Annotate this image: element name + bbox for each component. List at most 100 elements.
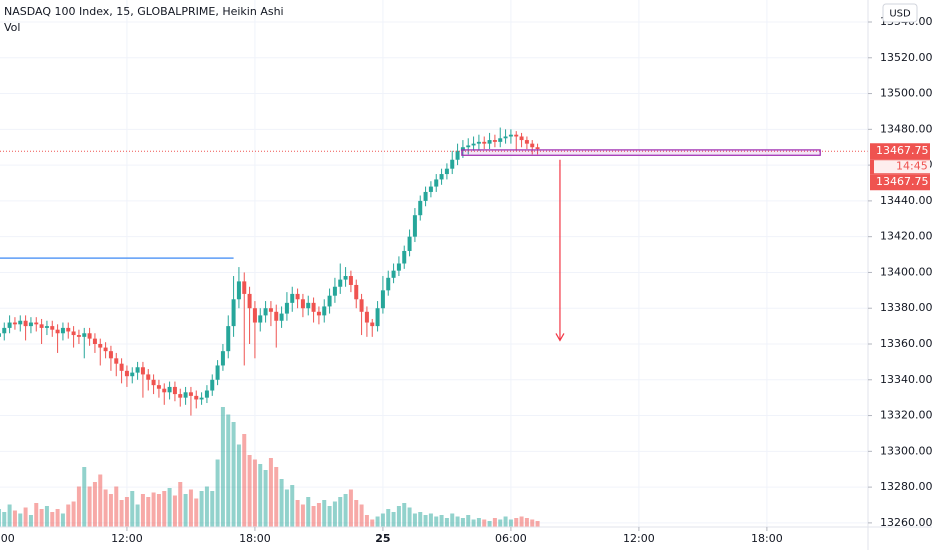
volume-bar <box>2 512 7 527</box>
candle-body <box>364 311 369 323</box>
volume-bar <box>343 494 348 527</box>
volume-bar <box>28 515 33 527</box>
candle-body <box>338 279 343 287</box>
volume-bar <box>210 491 215 527</box>
price-line-label: 13467.75 <box>876 175 929 188</box>
candle-body <box>194 395 199 400</box>
candle-body <box>535 147 540 150</box>
candle-body <box>236 281 241 300</box>
volume-bar <box>76 486 81 527</box>
candle-body <box>482 141 487 144</box>
volume-bar <box>188 489 193 527</box>
volume-bar <box>386 509 391 527</box>
volume-bar <box>338 497 343 527</box>
candle-body <box>108 351 113 359</box>
volume-bar <box>103 489 108 527</box>
plot <box>0 127 868 416</box>
candle-body <box>284 302 289 314</box>
volume-bar <box>135 504 140 527</box>
volume-bar <box>295 500 300 527</box>
y-tick-label: 13300.00 <box>880 444 932 457</box>
y-tick-label: 13440.00 <box>880 194 932 207</box>
volume-bar <box>444 518 449 527</box>
y-tick-label: 13280.00 <box>880 480 932 493</box>
candle-body <box>311 302 316 312</box>
candle-body <box>28 322 33 327</box>
candle-body <box>343 276 348 280</box>
candle-body <box>327 295 332 307</box>
volume-bar <box>391 512 396 527</box>
candle-body <box>252 308 257 323</box>
candle-body <box>55 329 60 334</box>
grid <box>0 0 868 527</box>
volume-bar <box>423 515 428 527</box>
volume-bar <box>332 501 337 527</box>
volume-bar <box>322 500 327 527</box>
volume-bar <box>87 486 92 527</box>
volume-bar <box>162 491 167 527</box>
volume-bar <box>503 516 508 527</box>
candle-body <box>524 140 529 144</box>
volume-bar <box>114 486 119 527</box>
y-tick-label: 13480.00 <box>880 122 932 135</box>
candle-body <box>359 299 364 312</box>
price-line-box <box>870 174 930 191</box>
zone-rectangle <box>461 149 821 156</box>
volume-bar <box>263 470 268 527</box>
volume-bar <box>508 519 513 527</box>
candle-body <box>34 322 39 325</box>
volume-bar <box>44 506 49 527</box>
volume-bar <box>396 506 401 527</box>
volume-bar <box>156 494 161 527</box>
candle-body <box>124 370 129 377</box>
volume-bar <box>418 512 423 527</box>
volume-bar <box>242 434 247 527</box>
volume-bar <box>498 519 503 527</box>
volume-bar <box>370 519 375 527</box>
x-tick-label: 25 <box>375 532 390 545</box>
volume-bar <box>124 497 129 527</box>
volume-bar <box>476 518 481 527</box>
volume-label: Vol <box>4 21 20 34</box>
x-tick-label: 12:00 <box>111 532 143 545</box>
candle-body <box>460 147 465 151</box>
volume-bar <box>482 519 487 527</box>
volume-bar <box>215 459 220 527</box>
candle-body <box>12 322 17 325</box>
candle-body <box>290 293 295 303</box>
volume-bar <box>130 491 135 527</box>
last-price-box <box>870 143 930 160</box>
candle-body <box>514 134 519 137</box>
candle-body <box>2 327 7 334</box>
volume-bar <box>199 491 204 527</box>
y-tick-label: 13400.00 <box>880 265 932 278</box>
volume-bar <box>530 519 535 527</box>
candle-body <box>386 277 391 291</box>
candle-body <box>295 293 300 300</box>
volume-bar <box>82 467 87 527</box>
candle-body <box>503 136 508 139</box>
volume-bar <box>34 503 39 527</box>
y-tick-label: 13420.00 <box>880 230 932 243</box>
candle-body <box>412 215 417 237</box>
volume-bar <box>402 503 407 527</box>
volume-bar <box>514 518 519 527</box>
axes: 13260.00 13280.00 13300.00 13320.00 13340.00… <box>0 15 932 545</box>
candle-body <box>268 308 273 312</box>
y-tick-label: 13320.00 <box>880 409 932 422</box>
candle-body <box>242 281 247 294</box>
volume-bar <box>7 504 12 527</box>
y-tick-label: 13340.00 <box>880 373 932 386</box>
currency-button[interactable] <box>882 3 918 23</box>
volume-bar <box>274 467 279 527</box>
volume-bar <box>66 504 71 527</box>
candle-body <box>402 250 407 264</box>
currency[interactable]: USD <box>889 9 911 20</box>
volume-bar <box>12 510 17 527</box>
candle-body <box>407 236 412 251</box>
volume-bar <box>60 513 65 527</box>
candle-body <box>135 367 140 373</box>
candle-body <box>380 290 385 309</box>
candle-body <box>396 263 401 271</box>
candle-body <box>204 390 209 398</box>
